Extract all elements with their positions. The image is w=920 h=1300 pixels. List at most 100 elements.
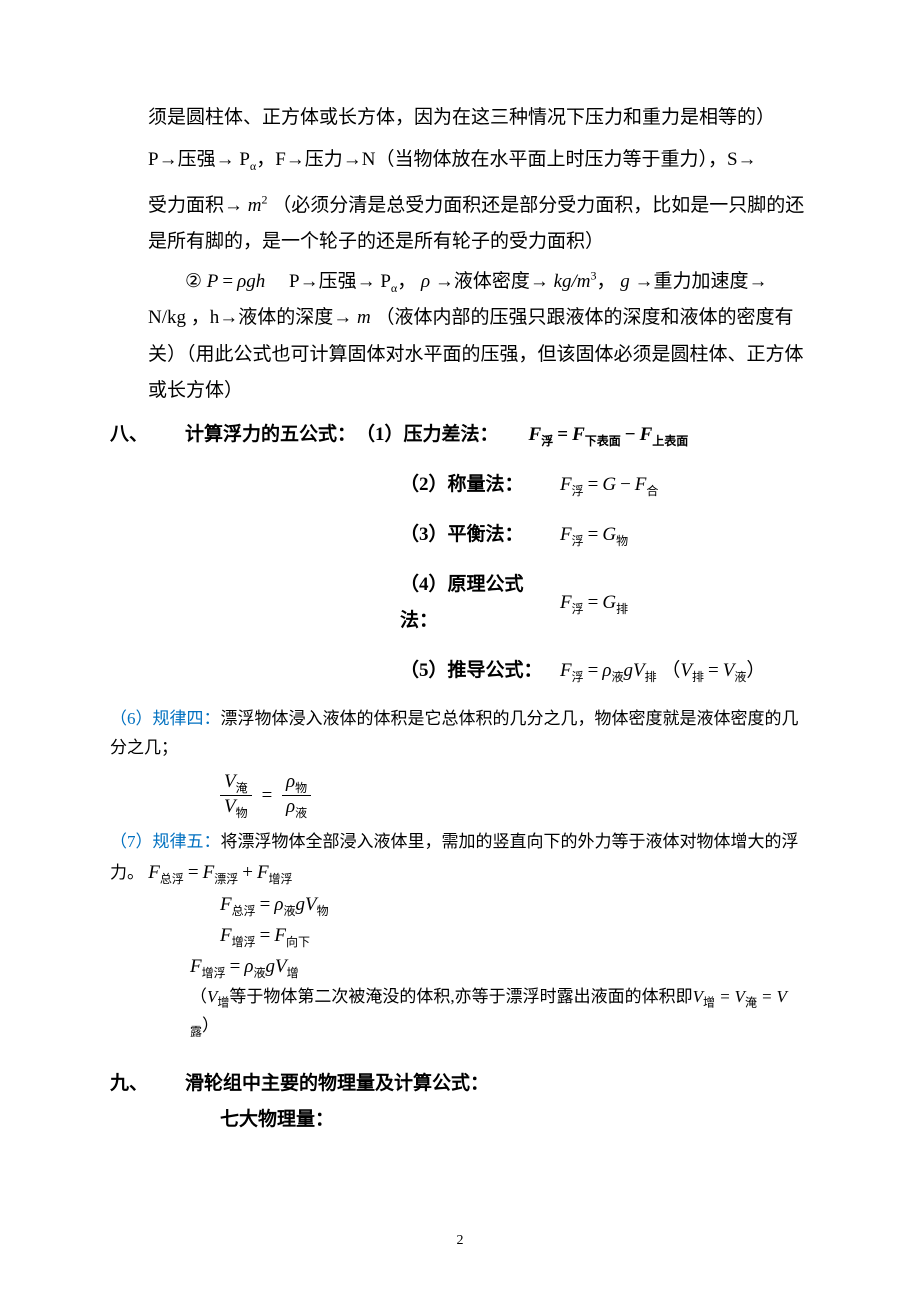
sym: V [275, 956, 287, 977]
sym: F [203, 862, 215, 883]
formula-row-2: （2）称量法： F浮=G−F合 [110, 467, 810, 503]
section-8-heading: 八、 计算浮力的五公式： （1）压力差法： F浮=F下表面−F上表面 [110, 417, 810, 453]
text: N/kg ，h→液体的深度→ [148, 307, 357, 328]
sub: 增 [217, 995, 229, 1009]
sub: 总浮 [160, 872, 184, 886]
sym: V [680, 660, 692, 681]
unit: kg/m [554, 271, 591, 292]
paren: （ [190, 987, 207, 1006]
paragraph-depth: N/kg ，h→液体的深度→ m （液体内部的压强只跟液体的深度和液体的密度有关… [110, 300, 810, 408]
sub: 上表面 [652, 434, 688, 448]
sub: 排 [692, 670, 704, 684]
symbol-g: g [620, 271, 630, 292]
sub: 物 [295, 781, 307, 795]
sym: g [623, 660, 633, 681]
paren: ） [746, 660, 765, 681]
sym: ρ [286, 771, 295, 792]
sub: 漂浮 [214, 872, 238, 886]
text: ， [397, 271, 416, 292]
sub: 增浮 [269, 872, 293, 886]
section-title: 滑轮组中主要的物理量及计算公式： [185, 1066, 489, 1102]
sub: 淹 [236, 781, 248, 795]
sym: g [295, 894, 305, 915]
text: 等于物体第二次被淹没的体积,亦等于漂浮时露出液面的体积即 [229, 987, 692, 1006]
section-number: 八、 [110, 417, 185, 453]
formula-label: （3）平衡法： [400, 517, 560, 553]
op: − [621, 424, 640, 445]
formula: F浮=G−F合 [560, 467, 658, 503]
rule-5: （7）规律五：将漂浮物体全部浸入液体里，需加的竖直向下的外力等于液体对物体增大的… [110, 828, 810, 889]
paragraph-formula-2: ② P=ρgh P→压强→ Pα， ρ →液体密度→ kg/m3， g →重力加… [110, 264, 810, 300]
sub: 物 [616, 534, 628, 548]
sub: 增浮 [202, 965, 226, 979]
sym: G [602, 592, 616, 613]
sym: V [776, 987, 786, 1006]
sym: V [224, 771, 236, 792]
formula: F浮=ρ液gV排 （V排=V液） [560, 653, 765, 689]
page-number: 2 [0, 1228, 920, 1255]
symbol-rho: ρ [421, 271, 430, 292]
sub: 淹 [745, 995, 757, 1009]
sym: V [693, 987, 703, 1006]
formula-row-3: （3）平衡法： F浮=G物 [110, 517, 810, 553]
op: + [238, 862, 257, 883]
fraction-left: V淹 V物 [220, 771, 252, 820]
rule-5-eq1: F总浮=F漂浮+F增浮 [148, 862, 292, 883]
rule-5-eq4: F增浮=ρ液gV增 [110, 952, 810, 983]
document-page: 须是圆柱体、正方体或长方体，因为在这三种情况下压力和重力是相等的） P→压强→ … [0, 0, 920, 1300]
text: ， [597, 271, 621, 292]
text: 七大物理量： [220, 1109, 334, 1130]
rhs: ρgh [237, 271, 265, 292]
sub: 浮 [572, 602, 584, 616]
rule-5-eq3: F增浮=F向下 [110, 921, 810, 952]
unit: m [248, 195, 262, 216]
sub: 物 [317, 903, 329, 917]
formula-label: （2）称量法： [400, 467, 560, 503]
text: P→压强→ P [148, 149, 250, 170]
fraction-right: ρ物 ρ液 [282, 771, 311, 820]
formula-label: （1）压力差法： [356, 417, 499, 453]
text: →液体密度→ [430, 271, 554, 292]
formula-label: （4）原理公式法： [400, 567, 560, 639]
sub: 露 [190, 1025, 202, 1039]
section-title: 计算浮力的五公式： [185, 417, 356, 453]
sub: 浮 [572, 670, 584, 684]
sym: F [572, 424, 585, 445]
sub: 排 [645, 670, 657, 684]
formula-label: （5）推导公式： [400, 653, 560, 689]
formula: P=ρgh [207, 271, 265, 292]
sub: 浮 [572, 534, 584, 548]
sub: 浮 [572, 484, 584, 498]
sub: 向下 [286, 934, 310, 948]
formula: F浮=F下表面−F上表面 [529, 417, 689, 453]
sub: 增 [703, 995, 715, 1009]
sym: F [148, 862, 160, 883]
sym: V [305, 894, 317, 915]
rule-5-note: （V增等于物体第二次被淹没的体积,亦等于漂浮时露出液面的体积即V增=V淹=V露） [110, 983, 810, 1042]
unit: m [357, 307, 371, 328]
sym: G [602, 524, 616, 545]
sym: ρ [286, 796, 295, 817]
formula: F浮=G物 [560, 517, 628, 553]
sym: V [735, 987, 745, 1006]
sym: V [224, 796, 236, 817]
sym: F [560, 660, 572, 681]
label: ② [185, 271, 202, 292]
paren: ） [202, 1016, 219, 1035]
sub: 合 [646, 484, 658, 498]
text: ，F→压力→N（当物体放在水平面上时压力等于重力），S→ [256, 149, 756, 170]
sym: G [602, 474, 616, 495]
sym: F [640, 424, 653, 445]
sub: 浮 [541, 434, 553, 448]
text: →重力加速度→ [630, 271, 768, 292]
sym: F [560, 592, 572, 613]
lhs: P [207, 271, 219, 292]
sub: 液 [253, 965, 265, 979]
sub: 液 [295, 806, 307, 820]
sub: 液 [283, 903, 295, 917]
rule-4-label: （6）规律四： [110, 709, 221, 728]
paragraph-continuation: 须是圆柱体、正方体或长方体，因为在这三种情况下压力和重力是相等的） [110, 100, 810, 136]
formula-row-4: （4）原理公式法： F浮=G排 [110, 567, 810, 639]
sym: V [633, 660, 645, 681]
section-number: 九、 [110, 1066, 185, 1102]
